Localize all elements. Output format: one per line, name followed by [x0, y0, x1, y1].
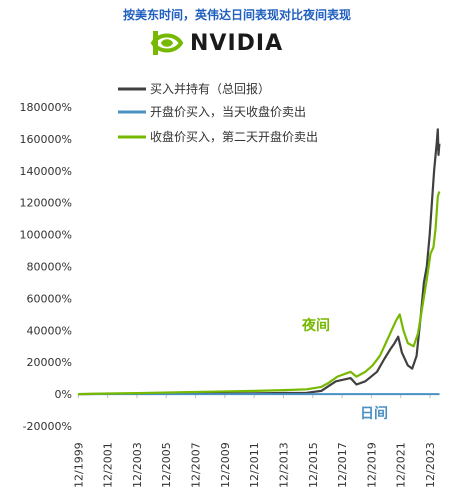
x-tick-label: 12/2013	[277, 442, 290, 488]
x-tick-label: 12/2007	[190, 442, 203, 488]
series-line-3	[77, 191, 441, 396]
x-tick-label: 12/2021	[395, 442, 408, 488]
series-line-1	[77, 128, 441, 396]
x-tick-label: 12/2015	[307, 442, 320, 488]
y-tick-label: 120000%	[20, 197, 72, 210]
y-tick-label: 80000%	[27, 261, 72, 274]
x-tick-label: 12/2003	[131, 442, 144, 488]
logo-wordmark: NVIDIA	[190, 30, 284, 56]
legend-label-1: 买入并持有（总回报）	[150, 81, 270, 96]
y-tick-label: 140000%	[20, 165, 72, 178]
x-tick-label: 12/2023	[424, 442, 437, 488]
x-tick-label: 12/2009	[219, 442, 232, 488]
y-tick-label: 100000%	[20, 229, 72, 242]
y-tick-label: 60000%	[27, 292, 72, 305]
y-tick-label: 20000%	[27, 356, 72, 369]
y-tick-label: 160000%	[20, 133, 72, 146]
legend-label-2: 开盘价买入，当天收盘价卖出	[150, 104, 306, 119]
y-tick-label: 180000%	[20, 101, 72, 114]
y-tick-label: -20000%	[23, 420, 72, 433]
chart-title: 按美东时间，英伟达日间表现对比夜间表现	[122, 8, 351, 22]
annotation-label-1: 夜间	[301, 317, 330, 334]
x-tick-label: 12/2017	[336, 442, 349, 488]
x-tick-label: 12/2001	[102, 442, 115, 488]
x-tick-label: 12/2019	[365, 442, 378, 488]
nvidia-logo: NVIDIA	[150, 30, 283, 56]
annotation-label-2: 日间	[360, 405, 388, 422]
y-tick-label: 40000%	[27, 324, 72, 337]
x-tick-label: 12/1999	[72, 442, 85, 488]
y-tick-label: 0%	[55, 388, 72, 401]
nvidia-eye-icon	[150, 31, 184, 55]
legend-label-3: 收盘价买入，第二天开盘价卖出	[150, 129, 318, 144]
x-tick-label: 12/2011	[248, 442, 261, 488]
x-tick-label: 12/2005	[160, 442, 173, 488]
